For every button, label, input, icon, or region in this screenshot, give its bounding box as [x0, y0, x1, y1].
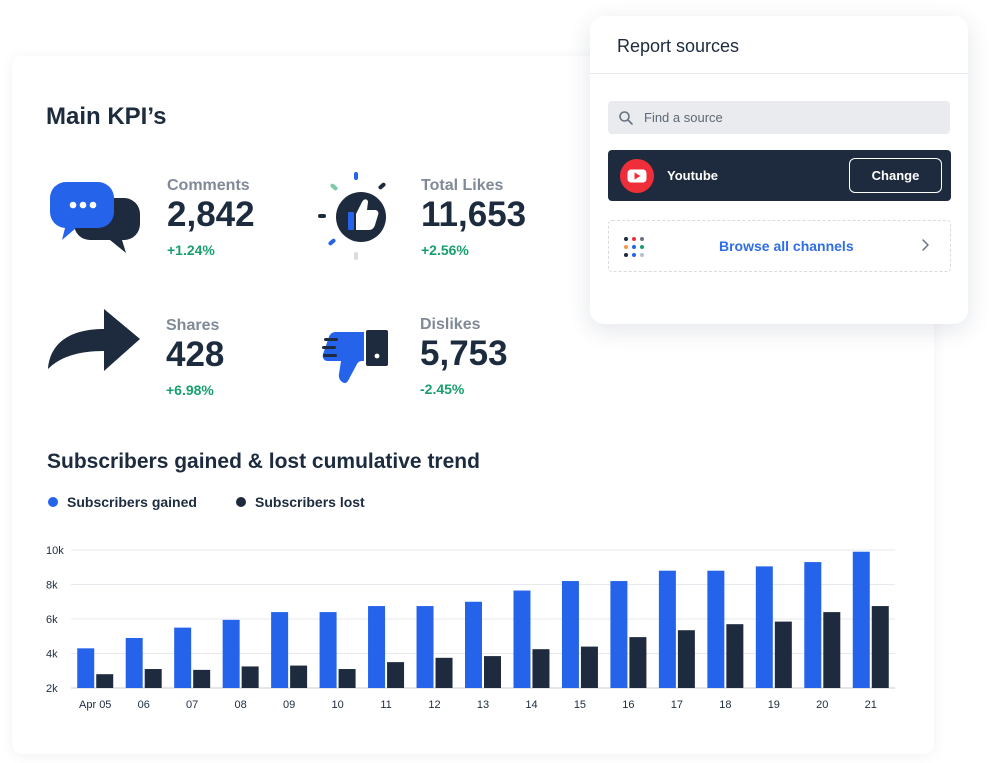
change-button[interactable]: Change	[849, 158, 942, 193]
chevron-right-icon	[922, 239, 929, 251]
bar-subscribers-gained	[368, 606, 386, 688]
report-sources-panel: Report sources Youtube Change Brow	[590, 16, 968, 324]
speech-bubbles-icon	[50, 182, 140, 253]
kpi-label: Total Likes	[421, 177, 504, 194]
bar-subscribers-gained	[125, 637, 143, 688]
bar-subscribers-lost	[823, 612, 841, 688]
subscribers-bar-chart: 2k 4k 6k 8k 10k Apr 05 06 07 08 09 10 11 12 13 14 15 16 1…	[46, 545, 895, 711]
bar-subscribers-gained	[319, 612, 337, 688]
x-tick-label: 21	[865, 699, 877, 711]
selected-source-row: Youtube Change	[608, 150, 951, 201]
kpi-value: 5,753	[420, 334, 508, 373]
youtube-icon	[620, 159, 654, 193]
source-search[interactable]	[608, 101, 950, 134]
x-tick-label: 13	[477, 699, 489, 711]
bar-subscribers-gained	[77, 648, 95, 688]
bar-subscribers-gained	[465, 601, 482, 688]
panel-title: Report sources	[617, 36, 740, 56]
bar-subscribers-gained	[271, 612, 289, 688]
x-tick-label: 20	[816, 699, 828, 711]
x-tick-label: 15	[574, 699, 586, 711]
kpi-label: Dislikes	[420, 316, 481, 333]
panel-divider	[590, 73, 968, 74]
x-tick-label: 09	[283, 699, 295, 711]
bar-subscribers-lost	[532, 649, 550, 688]
x-tick-label: 11	[380, 699, 391, 711]
x-tick-label: 16	[622, 699, 634, 711]
x-tick-label: 17	[671, 699, 683, 711]
kpi-delta: -2.45%	[420, 381, 465, 397]
thumbs-up-icon	[318, 172, 386, 260]
legend-label: Subscribers gained	[67, 494, 197, 510]
x-tick-label: 19	[768, 699, 780, 711]
bar-subscribers-lost	[726, 624, 744, 688]
share-arrow-icon	[48, 309, 140, 371]
x-tick-label: 06	[138, 699, 150, 711]
bar-subscribers-gained	[513, 590, 531, 688]
x-tick-label: 10	[331, 699, 343, 711]
kpi-value: 2,842	[167, 195, 255, 234]
bar-subscribers-lost	[338, 669, 356, 688]
bar-subscribers-gained	[804, 562, 822, 688]
bar-subscribers-gained	[174, 627, 192, 688]
bar-subscribers-lost	[290, 665, 308, 688]
bar-subscribers-gained	[707, 570, 725, 688]
y-tick-label: 6k	[46, 614, 58, 626]
browse-all-channels[interactable]: Browse all channels	[608, 220, 951, 272]
bar-subscribers-gained	[561, 581, 579, 688]
y-tick-label: 8k	[46, 580, 58, 592]
x-tick-label: 12	[428, 699, 440, 711]
legend-label: Subscribers lost	[255, 494, 365, 510]
bar-subscribers-lost	[387, 662, 405, 688]
kpi-section-title: Main KPI’s	[46, 103, 167, 130]
legend-item-gained: Subscribers gained	[48, 494, 197, 510]
bar-subscribers-lost	[629, 637, 647, 688]
channels-grid-icon	[624, 237, 644, 257]
source-name: Youtube	[667, 168, 719, 183]
thumbs-down-icon	[322, 330, 388, 383]
y-tick-label: 2k	[46, 683, 58, 695]
bar-subscribers-gained	[755, 566, 773, 688]
bar-subscribers-lost	[484, 656, 501, 688]
kpi-delta: +2.56%	[421, 242, 469, 258]
x-tick-label: 18	[719, 699, 731, 711]
bar-subscribers-lost	[580, 646, 598, 688]
bar-subscribers-lost	[241, 666, 259, 688]
y-tick-label: 4k	[46, 649, 58, 661]
bar-subscribers-gained	[658, 570, 676, 688]
bar-subscribers-gained	[852, 551, 870, 688]
trend-chart-title: Subscribers gained & lost cumulative tre…	[47, 450, 480, 473]
bar-subscribers-lost	[144, 669, 162, 688]
bar-subscribers-lost	[871, 606, 889, 688]
browse-all-label: Browse all channels	[719, 238, 854, 254]
search-input[interactable]	[644, 110, 924, 125]
bar-subscribers-lost	[774, 621, 792, 688]
bar-subscribers-lost	[96, 674, 114, 688]
bar-subscribers-gained	[222, 619, 240, 688]
x-tick-label: 08	[235, 699, 247, 711]
legend-item-lost: Subscribers lost	[236, 494, 365, 510]
kpi-delta: +1.24%	[167, 242, 215, 258]
x-tick-label: 07	[186, 699, 198, 711]
bar-subscribers-lost	[677, 630, 695, 688]
kpi-label: Shares	[166, 317, 220, 334]
x-tick-label: 14	[525, 699, 537, 711]
bar-subscribers-lost	[193, 669, 211, 688]
kpi-value: 11,653	[421, 195, 527, 234]
legend-dot-gained	[48, 497, 58, 507]
bar-subscribers-lost	[435, 657, 453, 688]
bar-subscribers-gained	[416, 606, 434, 688]
search-icon	[619, 110, 633, 125]
kpi-delta: +6.98%	[166, 382, 214, 398]
legend-dot-lost	[236, 497, 246, 507]
kpi-label: Comments	[167, 177, 250, 194]
y-tick-label: 10k	[46, 545, 64, 557]
kpi-value: 428	[166, 335, 225, 374]
x-tick-label: Apr 05	[79, 699, 111, 711]
bar-subscribers-gained	[610, 581, 628, 688]
